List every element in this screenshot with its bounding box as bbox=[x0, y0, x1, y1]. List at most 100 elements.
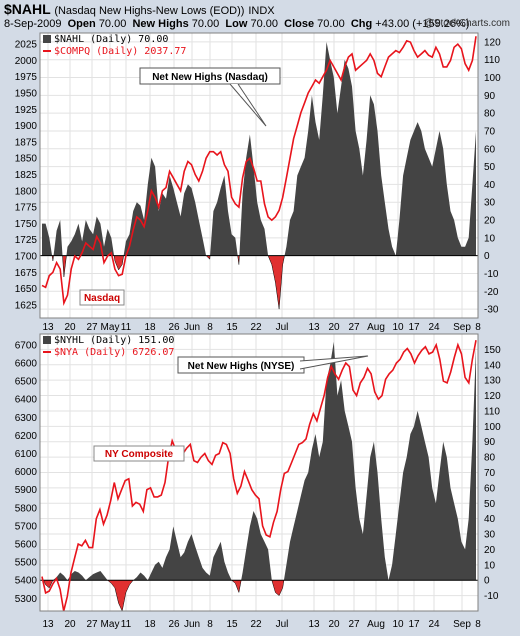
x-tick-label: 8 bbox=[475, 322, 481, 333]
right-tick-label: 120 bbox=[484, 391, 501, 402]
left-tick-label: 5700 bbox=[15, 521, 38, 532]
x-tick-label: 8 bbox=[475, 619, 481, 630]
legend-entry: $COMPQ (Daily) 2037.77 bbox=[54, 46, 186, 57]
x-tick-label: 20 bbox=[64, 322, 76, 333]
label-box bbox=[79, 289, 125, 306]
x-tick-label: Jul bbox=[276, 322, 289, 333]
x-tick-label: 27 bbox=[348, 322, 360, 333]
right-tick-label: 60 bbox=[484, 144, 496, 155]
right-tick-label: 70 bbox=[484, 126, 496, 137]
x-tick-label: 24 bbox=[428, 619, 440, 630]
x-tick-label: 20 bbox=[328, 322, 340, 333]
right-tick-label: 80 bbox=[484, 453, 496, 464]
area-nahl bbox=[42, 41, 476, 256]
right-tick-label: 20 bbox=[484, 545, 496, 556]
x-tick-label: 10 bbox=[392, 619, 404, 630]
right-tick-label: 130 bbox=[484, 376, 501, 387]
right-tick-label: 0 bbox=[484, 251, 490, 262]
x-tick-label: 8 bbox=[207, 619, 213, 630]
x-tick-label: 17 bbox=[408, 619, 420, 630]
left-tick-label: 5600 bbox=[15, 540, 38, 551]
right-tick-label: 120 bbox=[484, 37, 501, 48]
right-tick-label: -10 bbox=[484, 269, 499, 280]
right-tick-label: 40 bbox=[484, 180, 496, 191]
symbol: $NAHL bbox=[4, 1, 51, 17]
left-tick-label: 1850 bbox=[15, 154, 38, 165]
left-tick-label: 6400 bbox=[15, 395, 38, 406]
x-tick-label: 17 bbox=[408, 322, 420, 333]
x-tick-label: 13 bbox=[308, 322, 320, 333]
x-tick-label: May bbox=[101, 619, 120, 630]
right-tick-label: 90 bbox=[484, 437, 496, 448]
high-value: 70.00 bbox=[191, 18, 220, 30]
right-tick-label: 40 bbox=[484, 514, 496, 525]
left-tick-label: 1825 bbox=[15, 170, 38, 181]
left-tick-label: 5500 bbox=[15, 558, 38, 569]
left-tick-label: 1650 bbox=[15, 284, 38, 295]
left-tick-label: 2025 bbox=[15, 40, 38, 51]
left-tick-label: 1750 bbox=[15, 219, 38, 230]
right-tick-label: 90 bbox=[484, 91, 496, 102]
x-tick-label: 10 bbox=[392, 322, 404, 333]
left-tick-label: 1775 bbox=[15, 203, 38, 214]
plot-border bbox=[39, 32, 479, 319]
left-tick-label: 1800 bbox=[15, 186, 38, 197]
right-tick-label: 30 bbox=[484, 530, 496, 541]
right-tick-label: 150 bbox=[484, 345, 501, 356]
x-tick-label: 13 bbox=[42, 322, 54, 333]
right-tick-label: 10 bbox=[484, 560, 496, 571]
x-tick-label: 27 bbox=[86, 619, 98, 630]
right-tick-label: 60 bbox=[484, 483, 496, 494]
quote-line: 8-Sep-2009 Open 70.00 New Highs 70.00 Lo… bbox=[4, 18, 469, 30]
right-tick-label: 100 bbox=[484, 422, 501, 433]
callout-text: Net New Highs (NYSE) bbox=[188, 361, 295, 372]
x-tick-label: 13 bbox=[42, 619, 54, 630]
close-label: Close bbox=[284, 18, 315, 30]
chg-value: +43.00 (+159.26%) bbox=[375, 18, 470, 30]
legend-entry: $NAHL (Daily) 70.00 bbox=[54, 34, 168, 45]
x-tick-label: Jun bbox=[184, 322, 200, 333]
callout-text: Net New Highs (Nasdaq) bbox=[152, 72, 268, 83]
right-tick-label: -10 bbox=[484, 591, 499, 602]
x-tick-label: 27 bbox=[348, 619, 360, 630]
legend-swatch-area bbox=[43, 35, 51, 43]
left-tick-label: 1725 bbox=[15, 235, 38, 246]
callout-pointer bbox=[299, 355, 369, 370]
x-tick-label: 13 bbox=[308, 619, 320, 630]
left-tick-label: 1875 bbox=[15, 137, 38, 148]
x-tick-label: Aug bbox=[367, 619, 385, 630]
left-tick-label: 6300 bbox=[15, 413, 38, 424]
high-label: New Highs bbox=[132, 18, 189, 30]
left-tick-label: 1950 bbox=[15, 89, 38, 100]
left-tick-label: 1625 bbox=[15, 300, 38, 311]
quote-date: 8-Sep-2009 bbox=[4, 18, 62, 30]
x-tick-label: 20 bbox=[64, 619, 76, 630]
left-tick-label: 6100 bbox=[15, 449, 38, 460]
right-tick-label: 10 bbox=[484, 233, 496, 244]
left-tick-label: 5900 bbox=[15, 485, 38, 496]
right-tick-label: 110 bbox=[484, 406, 500, 417]
plot-border bbox=[39, 333, 479, 612]
right-tick-label: -30 bbox=[484, 305, 499, 316]
right-tick-label: 140 bbox=[484, 360, 501, 371]
area-negative-nyhl bbox=[41, 580, 477, 612]
x-tick-label: 22 bbox=[250, 322, 262, 333]
low-label: Low bbox=[225, 18, 248, 30]
line-nya bbox=[41, 340, 477, 612]
callout-pointer bbox=[229, 83, 267, 127]
close-value: 70.00 bbox=[317, 18, 345, 30]
x-tick-label: Jun bbox=[184, 619, 200, 630]
left-tick-label: 1925 bbox=[15, 105, 38, 116]
left-tick-label: 6600 bbox=[15, 358, 38, 369]
legend-entry: $NYHL (Daily) 151.00 bbox=[54, 335, 174, 346]
x-tick-label: 26 bbox=[168, 322, 180, 333]
right-tick-label: -20 bbox=[484, 287, 499, 298]
x-tick-label: 24 bbox=[428, 322, 440, 333]
right-tick-label: 0 bbox=[484, 576, 490, 587]
chart-title: $NAHL (Nasdaq New Highs-New Lows (EOD)) … bbox=[4, 1, 275, 17]
x-tick-label: 18 bbox=[144, 619, 156, 630]
line-compq bbox=[41, 36, 477, 306]
low-value: 70.00 bbox=[250, 18, 279, 30]
left-tick-label: 1975 bbox=[15, 72, 38, 83]
x-tick-label: 26 bbox=[168, 619, 180, 630]
